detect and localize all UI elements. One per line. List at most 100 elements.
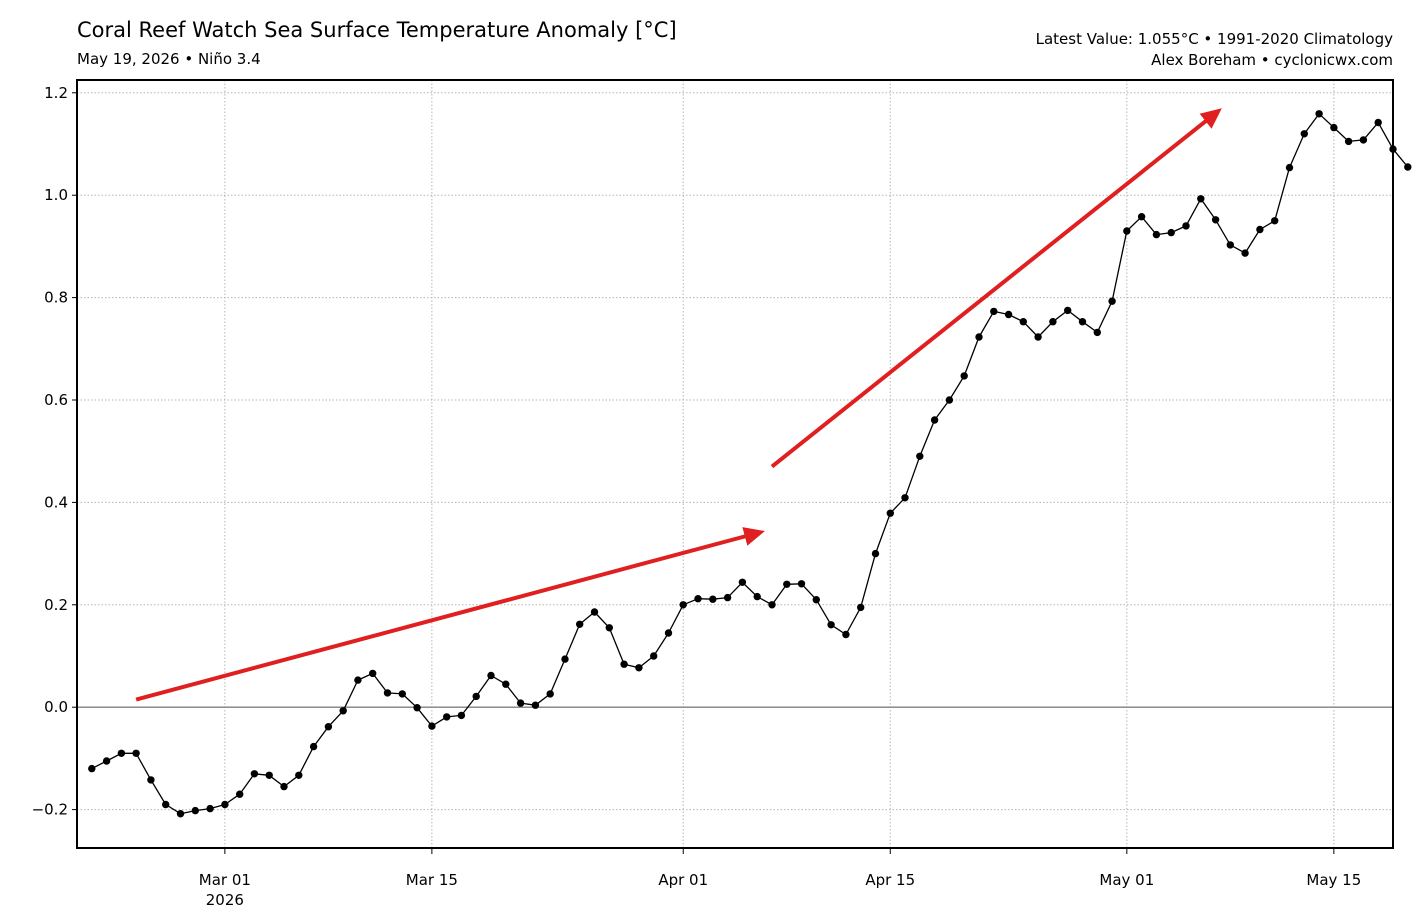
chart-title: Coral Reef Watch Sea Surface Temperature… bbox=[77, 18, 677, 42]
x-tick-label: Apr 15 bbox=[865, 871, 915, 889]
x-tick-label: Mar 01 bbox=[199, 871, 251, 889]
data-point bbox=[1078, 318, 1087, 326]
data-point bbox=[280, 782, 288, 791]
y-tick-label: 0.4 bbox=[44, 493, 68, 511]
y-tick-label: 0.0 bbox=[44, 698, 68, 716]
y-tick-label: 0.2 bbox=[44, 596, 68, 614]
data-point bbox=[620, 660, 628, 668]
x-tick-label: May 01 bbox=[1099, 871, 1154, 889]
data-point bbox=[369, 669, 377, 678]
trend-arrow bbox=[135, 527, 765, 702]
data-point bbox=[1374, 118, 1382, 127]
y-tick-label: 0.6 bbox=[44, 391, 68, 409]
data-point bbox=[102, 757, 111, 765]
data-point bbox=[916, 452, 924, 460]
data-point bbox=[1093, 328, 1102, 337]
data-point bbox=[265, 771, 273, 779]
data-point bbox=[930, 416, 939, 424]
data-point bbox=[1300, 130, 1309, 138]
x-axis: Mar 01 2026 Mar 15 Apr 01 Apr 15 May 01 May 15 bbox=[199, 848, 1361, 909]
data-point bbox=[88, 764, 96, 773]
author-credit: Alex Boreham • cyclonicwx.com bbox=[1151, 51, 1393, 69]
data-point bbox=[1108, 297, 1116, 305]
data-point bbox=[709, 595, 717, 603]
data-point bbox=[1359, 136, 1368, 144]
data-point bbox=[1019, 318, 1027, 326]
data-point bbox=[191, 806, 199, 815]
data-point bbox=[576, 620, 584, 628]
data-point bbox=[635, 664, 643, 672]
trend-arrows bbox=[135, 108, 1222, 702]
data-point bbox=[162, 800, 170, 809]
data-point bbox=[1315, 110, 1323, 118]
y-tick-label: 0.8 bbox=[44, 289, 68, 307]
data-point bbox=[428, 722, 436, 730]
data-point bbox=[1034, 333, 1042, 341]
data-point bbox=[664, 629, 673, 637]
x-tick-sublabel: 2026 bbox=[206, 891, 244, 909]
data-point bbox=[546, 690, 554, 698]
data-point bbox=[176, 810, 185, 818]
data-point bbox=[1049, 318, 1057, 326]
data-point bbox=[1404, 163, 1412, 171]
data-point bbox=[857, 603, 865, 612]
data-point bbox=[443, 713, 451, 721]
data-point bbox=[206, 804, 214, 813]
data-point bbox=[753, 592, 761, 601]
data-point bbox=[236, 790, 244, 798]
anomaly-points bbox=[88, 110, 1412, 818]
data-point bbox=[679, 601, 687, 609]
data-point bbox=[1226, 241, 1235, 249]
series-line bbox=[91, 113, 1409, 815]
data-point bbox=[147, 776, 155, 784]
data-point bbox=[561, 655, 569, 663]
data-point bbox=[1182, 222, 1190, 230]
data-point bbox=[1330, 123, 1338, 132]
y-tick-label: −0.2 bbox=[32, 801, 68, 819]
data-point bbox=[1344, 137, 1353, 146]
plot-frame bbox=[76, 79, 1394, 849]
data-point bbox=[827, 621, 835, 629]
data-point bbox=[413, 704, 421, 712]
y-axis: −0.2 0.0 0.2 0.4 0.6 0.8 1.0 1.2 bbox=[32, 84, 77, 819]
data-point bbox=[383, 689, 392, 697]
anomaly-series bbox=[91, 113, 1409, 815]
trend-arrow bbox=[770, 108, 1222, 469]
data-point bbox=[1167, 228, 1175, 237]
data-point bbox=[990, 307, 998, 316]
data-point bbox=[723, 593, 732, 602]
data-point bbox=[221, 800, 229, 809]
data-point bbox=[738, 578, 747, 586]
data-point bbox=[295, 771, 303, 779]
data-point bbox=[502, 680, 510, 688]
data-point bbox=[309, 742, 318, 751]
data-point bbox=[886, 509, 894, 517]
data-point bbox=[871, 549, 880, 558]
data-point bbox=[487, 671, 495, 680]
data-point bbox=[354, 676, 362, 684]
data-point bbox=[590, 608, 599, 616]
data-point bbox=[842, 630, 850, 639]
gridlines bbox=[77, 80, 1393, 848]
data-point bbox=[531, 701, 540, 709]
y-tick-label: 1.2 bbox=[44, 84, 68, 102]
data-point bbox=[339, 707, 347, 715]
data-point bbox=[1004, 310, 1013, 319]
data-point bbox=[1123, 227, 1131, 235]
data-point bbox=[812, 596, 820, 604]
data-point bbox=[132, 749, 140, 757]
chart-subtitle: May 19, 2026 • Niño 3.4 bbox=[77, 50, 261, 68]
data-point bbox=[1241, 249, 1249, 257]
chart-info: Latest Value: 1.055°C • 1991-2020 Climat… bbox=[1036, 29, 1393, 71]
data-point bbox=[516, 699, 525, 707]
data-point bbox=[783, 580, 791, 588]
data-point bbox=[398, 690, 406, 698]
data-point bbox=[797, 580, 806, 588]
data-point bbox=[324, 723, 333, 731]
data-point bbox=[1285, 163, 1294, 172]
data-point bbox=[605, 624, 613, 632]
y-tick-label: 1.0 bbox=[44, 186, 68, 204]
data-point bbox=[650, 652, 658, 660]
latest-value-label: Latest Value: 1.055°C • 1991-2020 Climat… bbox=[1035, 30, 1393, 48]
